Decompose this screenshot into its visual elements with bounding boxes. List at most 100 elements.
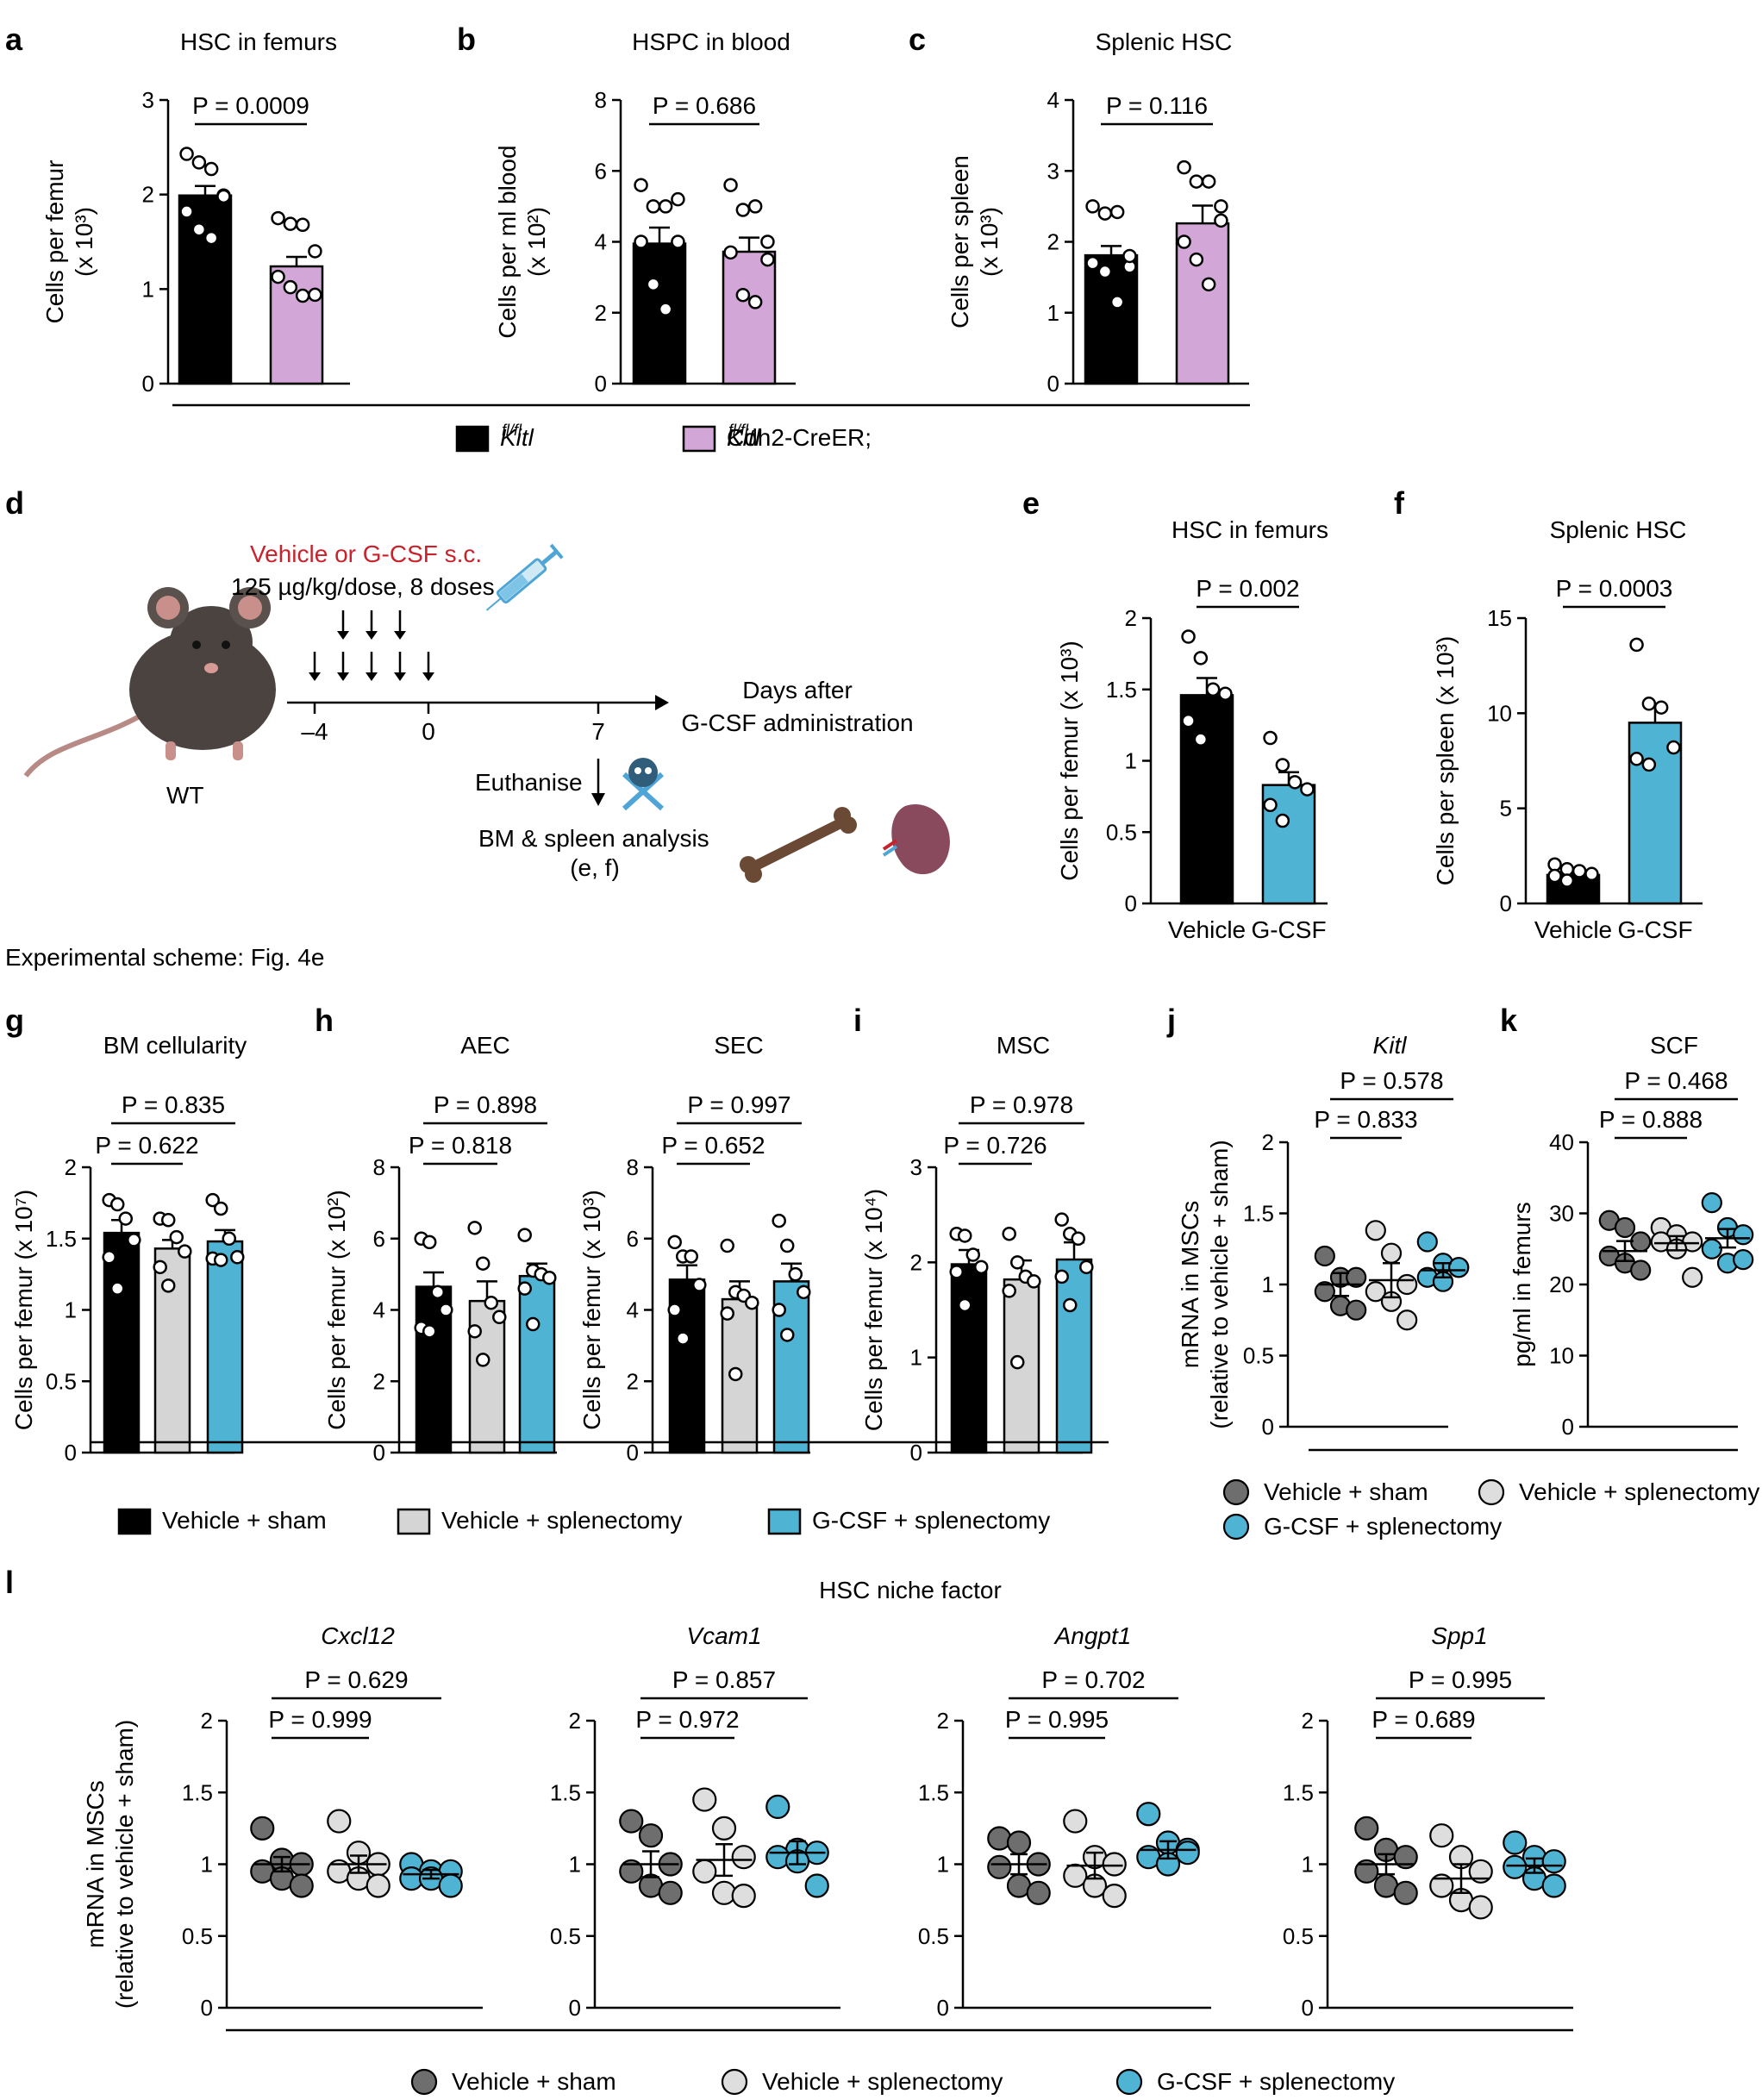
legend-l-vehicle-splenectomy-label: Vehicle + splenectomy: [762, 2068, 1003, 2095]
data-point-l1-0: [250, 1816, 275, 1841]
data-point-l4-2: [1541, 1849, 1566, 1874]
chart-title-l1: Cxcl12: [321, 1622, 395, 1649]
data-point-j-0: [1314, 1281, 1335, 1303]
p-value-a: P = 0.0009: [192, 92, 309, 119]
y-tick-label-h1: 0: [373, 1440, 385, 1466]
chart-l1: Cxcl12 0 0.5 1 1.5 2 mRNA in MSCs (relative to …: [82, 1622, 483, 2021]
data-point-b-0: [671, 234, 685, 249]
data-point-g-1: [169, 1229, 184, 1245]
legend-vehicle-splenectomy-swatch: [397, 1508, 431, 1535]
data-point-i-2: [1054, 1269, 1069, 1284]
data-point-i-1: [1027, 1274, 1041, 1289]
data-point-l2-2: [765, 1794, 790, 1819]
x-category-label-e: Vehicle: [1168, 916, 1246, 943]
y-tick-label-e: 0: [1125, 891, 1137, 916]
timeline-label-2: G-CSF administration: [681, 709, 913, 736]
y-tick-label-l3: 1.5: [918, 1779, 949, 1805]
chart-b: b HSPC in blood 0 2 4 6 8 Cells per ml blood (x …: [457, 22, 796, 397]
data-point-h1-2: [542, 1271, 557, 1285]
data-point-j-1: [1380, 1242, 1403, 1264]
chart-a: a HSC in femurs 0 1 2 3 Cells per femur (x 10³)…: [5, 22, 350, 397]
p-value-j: P = 0.578: [1340, 1067, 1443, 1094]
data-point-h2-2: [772, 1303, 786, 1317]
analysis-label: BM & spleen analysis: [478, 825, 709, 852]
data-point-e-0: [1193, 651, 1209, 666]
y-tick-label-k: 30: [1549, 1201, 1574, 1227]
data-point-l4-1: [1429, 1823, 1454, 1848]
legend-kitl-label: Kitl: [500, 424, 534, 451]
data-point-i-1: [1009, 1255, 1025, 1270]
bar-h1-2: [518, 1274, 556, 1454]
data-point-h2-2: [772, 1213, 786, 1228]
y-axis-label-c: Cells per spleen: [947, 155, 973, 328]
data-point-h1-0: [439, 1303, 453, 1317]
data-point-l2-2: [765, 1845, 790, 1870]
data-point-c-0: [1085, 255, 1100, 271]
panel-label-j: j: [1166, 1003, 1176, 1038]
chart-title-b: HSPC in blood: [632, 28, 790, 55]
y-tick-label-l3: 0: [937, 1995, 949, 2021]
data-point-l3-2: [1175, 1841, 1200, 1866]
data-point-g-2: [230, 1250, 245, 1265]
data-point-l4-0: [1393, 1845, 1418, 1870]
legend-cdh2-swatch: [682, 425, 716, 453]
chart-l2: Vcam1 0 0.5 1 1.5 2 P = 0.972 P = 0.857: [550, 1622, 840, 2021]
bar-a-0: [178, 194, 233, 385]
y-tick-label-a: 2: [142, 182, 154, 208]
p-value-l3: P = 0.702: [1041, 1666, 1145, 1693]
y-tick-label-g: 0.5: [46, 1368, 77, 1394]
data-point-b-0: [634, 234, 648, 249]
scheme-caption: Experimental scheme: Fig. 4e: [5, 944, 324, 971]
data-point-b-0: [646, 277, 661, 292]
y-tick-label-i: 3: [910, 1154, 922, 1180]
y-tick-label-k: 20: [1549, 1272, 1574, 1297]
data-point-b-1: [735, 203, 751, 217]
data-point-i-2: [1071, 1231, 1086, 1246]
data-point-j-1: [1396, 1273, 1418, 1296]
data-point-a-1: [271, 210, 285, 226]
legend-jk-vehicle-sham-swatch: [1222, 1478, 1250, 1506]
dose-arrowhead: [337, 631, 349, 640]
data-point-k-2: [1733, 1224, 1754, 1246]
y-tick-label-e: 1.5: [1106, 677, 1137, 703]
y-tick-label-l4: 1: [1302, 1852, 1314, 1878]
legend-jk-vehicle-splenectomy-label: Vehicle + splenectomy: [1519, 1478, 1759, 1505]
p-value-g: P = 0.835: [122, 1091, 225, 1118]
data-point-b-0: [658, 199, 673, 214]
y-tick-label-l3: 1: [937, 1852, 949, 1878]
y-axis-label-l1: mRNA in MSCs: [82, 1780, 109, 1947]
data-point-e-0: [1181, 629, 1196, 644]
y-tick-label-g: 1: [65, 1297, 77, 1323]
p-value-l4: P = 0.689: [1371, 1706, 1475, 1733]
data-point-a-0: [191, 155, 207, 170]
chart-i: i MSC 0 1 2 3 Cells per femur (x 10⁴) P = 0.726…: [853, 1003, 1094, 1466]
y-tick-label-h1: 8: [373, 1154, 385, 1180]
panel-label-b: b: [457, 22, 476, 57]
chart-title-h2: SEC: [714, 1032, 764, 1059]
y-tick-label-l4: 0.5: [1283, 1923, 1314, 1949]
y-tick-label-b: 6: [595, 158, 607, 184]
y-tick-label-l2: 1: [569, 1852, 581, 1878]
data-point-j-2: [1448, 1257, 1470, 1278]
y-tick-label-l3: 2: [937, 1708, 949, 1734]
data-point-l4-2: [1503, 1830, 1528, 1855]
data-point-e-1: [1263, 730, 1278, 746]
panel-label-a: a: [5, 22, 23, 57]
y-tick-label-l1: 0: [201, 1995, 213, 2021]
data-point-l1-1: [327, 1809, 352, 1834]
data-point-h1-1: [492, 1309, 507, 1325]
y-tick-label-a: 0: [142, 371, 154, 397]
y-tick-label-l2: 0: [569, 1995, 581, 2021]
p-value-l3: P = 0.995: [1005, 1706, 1109, 1733]
data-point-k-0: [1630, 1259, 1652, 1281]
y-tick-label-b: 0: [595, 371, 607, 397]
y-axis-label-g: Cells per femur (x 10⁷): [10, 1190, 37, 1430]
p-value-c: P = 0.116: [1106, 92, 1208, 119]
data-point-c-1: [1201, 277, 1216, 292]
chart-f: f Splenic HSC 0 5 10 15 Cells per spleen (x 10…: [1394, 485, 1703, 943]
data-point-h1-1: [484, 1295, 499, 1310]
y-tick-label-e: 0.5: [1106, 819, 1137, 845]
y-tick-label-l1: 2: [201, 1708, 213, 1734]
data-point-j-0: [1314, 1245, 1335, 1267]
